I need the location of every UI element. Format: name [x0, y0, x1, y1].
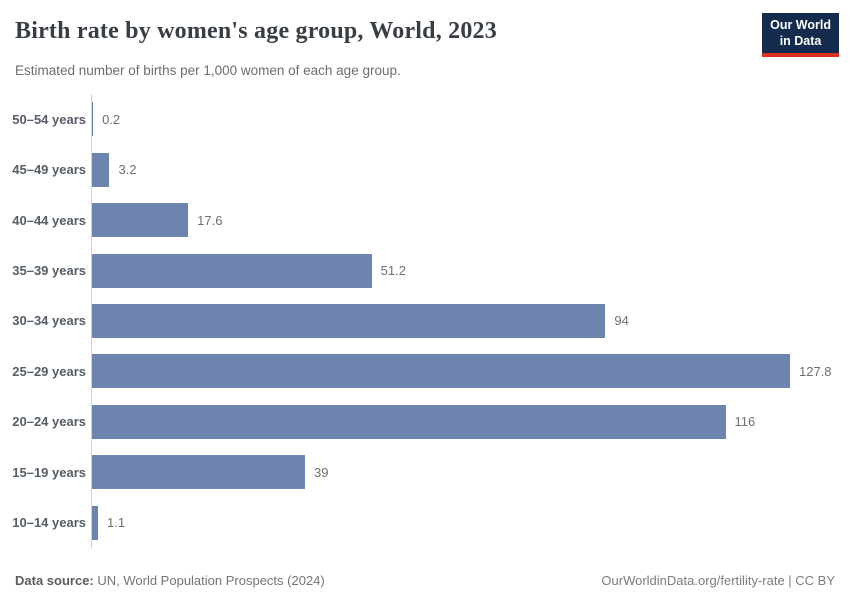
- owid-logo-line2: in Data: [779, 33, 822, 48]
- bar: [92, 455, 305, 490]
- category-label: 30–34 years: [12, 313, 86, 329]
- bar: [92, 152, 110, 187]
- bar-row: 50–54 years 0.2: [0, 94, 850, 144]
- bar-track: 3.2: [92, 144, 850, 194]
- bar-rows: 50–54 years 0.2 45–49 years 3.2 40–44 years 1…: [0, 94, 850, 548]
- bar: [92, 203, 189, 238]
- footer-credit: OurWorldinData.org/fertility-rate | CC B…: [601, 573, 835, 588]
- bar-track: 39: [92, 447, 850, 497]
- data-source: Data source: UN, World Population Prospe…: [15, 573, 325, 588]
- bar: [92, 253, 372, 288]
- bar-row: 35–39 years 51.2: [0, 245, 850, 295]
- bar-row: 25–29 years 127.8: [0, 346, 850, 396]
- bar: [92, 102, 94, 137]
- bar-row: 30–34 years 94: [0, 296, 850, 346]
- bar-track: 17.6: [92, 195, 850, 245]
- bar-track: 116: [92, 397, 850, 447]
- bar: [92, 404, 726, 439]
- bar-track: 51.2: [92, 245, 850, 295]
- chart-footer: Data source: UN, World Population Prospe…: [15, 573, 835, 588]
- value-label: 94: [614, 313, 629, 329]
- bar: [92, 505, 98, 540]
- chart-subtitle: Estimated number of births per 1,000 wom…: [15, 63, 401, 78]
- category-label: 15–19 years: [12, 464, 86, 480]
- data-source-label: Data source:: [15, 573, 94, 588]
- value-label: 39: [314, 464, 329, 480]
- bar: [92, 303, 606, 338]
- bar-track: 1.1: [92, 498, 850, 548]
- bar-row: 40–44 years 17.6: [0, 195, 850, 245]
- bar: [92, 354, 790, 389]
- owid-logo: Our World in Data: [762, 13, 839, 58]
- category-label: 10–14 years: [12, 515, 86, 531]
- bar-row: 45–49 years 3.2: [0, 144, 850, 194]
- chart-title: Birth rate by women's age group, World, …: [15, 18, 497, 44]
- category-label: 40–44 years: [12, 212, 86, 228]
- value-label: 51.2: [380, 263, 406, 279]
- category-label: 35–39 years: [12, 263, 86, 279]
- bar-row: 10–14 years 1.1: [0, 498, 850, 548]
- value-label: 127.8: [799, 363, 832, 379]
- bar-row: 20–24 years 116: [0, 397, 850, 447]
- owid-logo-line1: Our World: [770, 18, 831, 32]
- bar-track: 0.2: [92, 94, 850, 144]
- bar-track: 94: [92, 296, 850, 346]
- value-label: 17.6: [197, 212, 223, 228]
- bar-chart: 50–54 years 0.2 45–49 years 3.2 40–44 years 1…: [0, 94, 850, 548]
- bar-row: 15–19 years 39: [0, 447, 850, 497]
- y-axis-line: [91, 94, 92, 548]
- category-label: 50–54 years: [12, 111, 86, 127]
- value-label: 0.2: [102, 111, 121, 127]
- category-label: 20–24 years: [12, 414, 86, 430]
- category-label: 25–29 years: [12, 363, 86, 379]
- value-label: 116: [734, 414, 756, 430]
- bar-track: 127.8: [92, 346, 850, 396]
- value-label: 3.2: [118, 162, 137, 178]
- value-label: 1.1: [107, 515, 126, 531]
- category-label: 45–49 years: [12, 162, 86, 178]
- data-source-text: UN, World Population Prospects (2024): [93, 573, 325, 588]
